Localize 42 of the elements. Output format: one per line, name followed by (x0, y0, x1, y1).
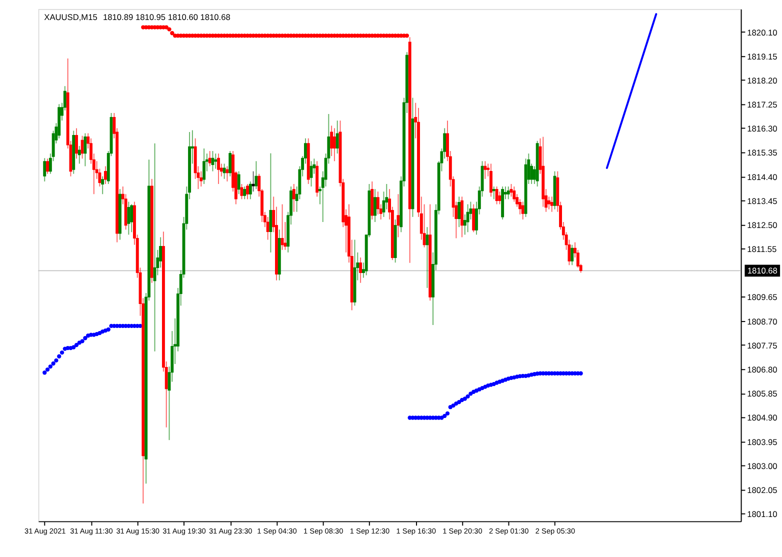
y-tick-label: 1806.80 (747, 364, 778, 375)
y-tick-label: 1811.55 (747, 244, 778, 254)
y-tick-label: 1803.95 (747, 436, 778, 447)
y-tick-label: 1817.25 (747, 100, 778, 110)
y-tick-label: 1804.90 (747, 412, 778, 423)
point (60, 350, 64, 355)
y-tick-label: 1814.40 (747, 172, 778, 182)
y-tick-label: 1808.70 (747, 316, 778, 326)
point (445, 411, 450, 416)
point (51, 361, 56, 366)
y-tick-label: 1805.85 (747, 388, 778, 399)
y-tick-label: 1812.50 (747, 220, 778, 230)
y-tick-label: 1816.30 (747, 124, 778, 134)
point (462, 396, 467, 401)
y-tick-label: 1801.10 (747, 509, 778, 520)
point (54, 358, 58, 363)
y-tick-label: 1802.05 (747, 484, 778, 495)
y-tick-label: 1809.65 (747, 292, 778, 302)
point (451, 404, 456, 408)
chart-title: XAUUSD,M15 (44, 12, 98, 22)
point (83, 336, 88, 340)
point (578, 371, 583, 376)
y-tick-label: 1813.45 (747, 196, 778, 206)
point (466, 394, 470, 399)
point (57, 354, 62, 358)
point (74, 342, 79, 348)
point (42, 370, 47, 375)
y-tick-label: 1820.10 (747, 27, 778, 38)
point (106, 327, 110, 332)
point (442, 414, 447, 418)
y-tick-label: 1819.15 (747, 51, 778, 62)
annotation: 1810.89 1810.95 1810.60 1810.68 (103, 12, 231, 22)
y-tick-label: 1803.00 (747, 460, 778, 471)
point (45, 368, 50, 372)
y-tick-label: 1815.35 (747, 148, 778, 158)
point (48, 364, 52, 369)
y-tick-label: 1818.20 (747, 75, 778, 86)
point (80, 339, 84, 344)
y-tick-label: 1807.75 (747, 340, 778, 350)
point (72, 345, 76, 350)
point (457, 400, 462, 404)
ref-line-label: 1810.68 (747, 266, 778, 276)
